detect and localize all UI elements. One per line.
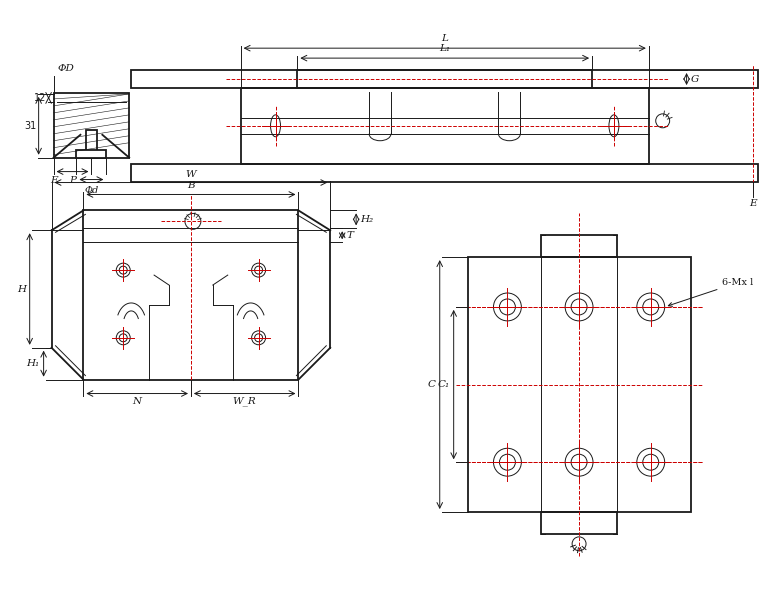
Text: H₂: H₂ bbox=[360, 215, 373, 224]
Bar bbox=[86, 130, 97, 158]
Text: T: T bbox=[346, 231, 353, 240]
Bar bbox=[241, 88, 649, 163]
Bar bbox=[297, 70, 592, 88]
Bar bbox=[131, 70, 758, 88]
Bar bbox=[541, 512, 617, 534]
Text: E: E bbox=[749, 199, 757, 208]
Text: W: W bbox=[186, 169, 196, 179]
Bar bbox=[541, 235, 617, 257]
Text: 31: 31 bbox=[25, 121, 37, 131]
Text: 12: 12 bbox=[34, 93, 47, 103]
Text: 6-Mx l: 6-Mx l bbox=[668, 278, 754, 306]
Text: C: C bbox=[428, 380, 436, 389]
Text: P: P bbox=[69, 176, 76, 185]
Text: G: G bbox=[691, 74, 699, 84]
Text: W_R: W_R bbox=[233, 396, 256, 406]
Text: B: B bbox=[187, 182, 195, 191]
Bar bbox=[467, 257, 691, 512]
Text: N: N bbox=[132, 396, 142, 405]
Text: L: L bbox=[441, 34, 448, 43]
Text: C₁: C₁ bbox=[437, 380, 450, 389]
Text: Φd: Φd bbox=[84, 185, 99, 195]
Text: E: E bbox=[50, 176, 58, 185]
Text: L₁: L₁ bbox=[439, 44, 450, 53]
Text: ΦD: ΦD bbox=[58, 64, 75, 73]
Bar bbox=[76, 150, 106, 158]
Text: H: H bbox=[17, 284, 25, 294]
Bar bbox=[54, 93, 129, 158]
Bar bbox=[131, 163, 758, 182]
Bar bbox=[83, 211, 299, 379]
Text: H₁: H₁ bbox=[26, 359, 39, 368]
